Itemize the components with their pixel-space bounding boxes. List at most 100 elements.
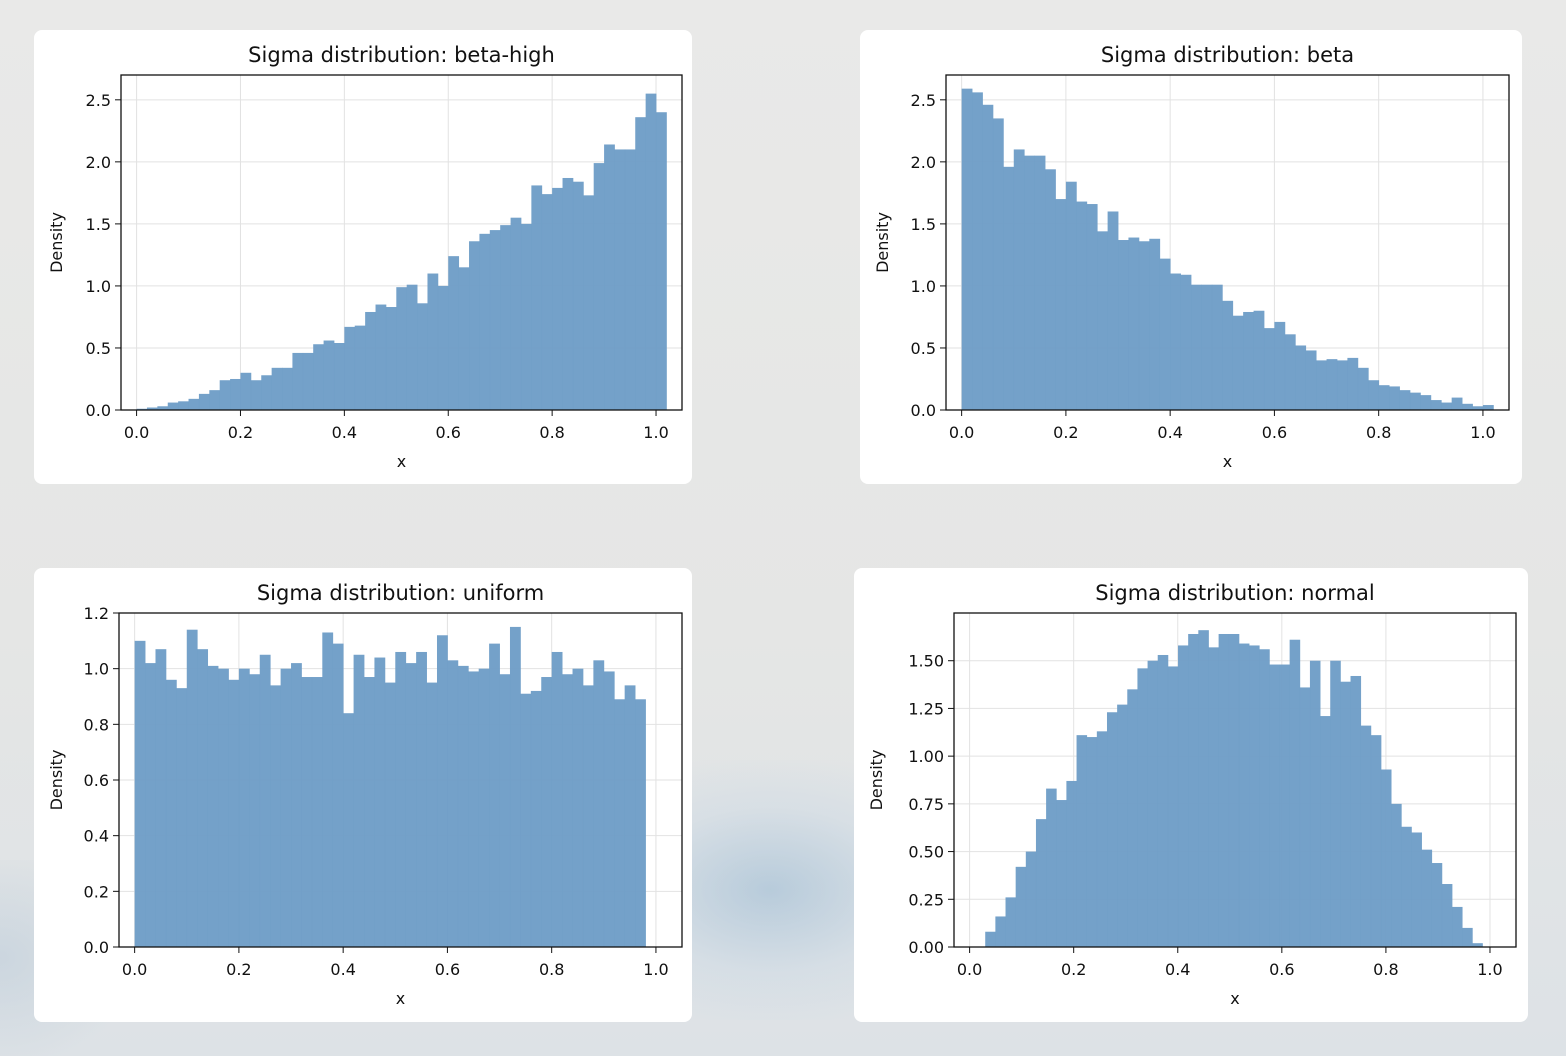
y-axis-label: Density <box>47 750 66 811</box>
chart-card-normal: 0.0 0.2 0.4 0.6 0.8 1.0 0.00 0.25 0.50 0.75 1.00 1.… <box>854 568 1528 1022</box>
y-tick-label: 0.4 <box>84 827 109 846</box>
histogram-bar <box>1309 660 1321 947</box>
histogram-bar <box>280 668 292 947</box>
plot-frame <box>945 74 1510 411</box>
histogram-bar <box>593 660 605 947</box>
histogram-bar <box>531 185 543 410</box>
histogram-bar <box>458 267 470 410</box>
histogram-bar <box>1305 350 1317 410</box>
y-tick-label: 0.0 <box>84 938 109 957</box>
histogram-bar <box>1003 166 1015 410</box>
histogram-bar <box>1370 735 1382 947</box>
histogram-bar <box>489 643 500 947</box>
histogram-bar <box>1170 273 1181 410</box>
chart-uniform: 0.0 0.2 0.4 0.6 0.8 1.0 0.0 0.2 0.4 0.6 0.8 1.0 1.2 S… <box>47 581 683 1008</box>
histogram-bar <box>624 149 636 410</box>
x-tick-label: 0.4 <box>332 423 357 442</box>
histogram-bars <box>961 88 1494 411</box>
x-tick-label: 0.4 <box>330 960 355 979</box>
histogram-bar <box>1336 360 1348 410</box>
histogram-bar <box>1208 647 1220 947</box>
histogram-bar <box>1243 311 1254 410</box>
histogram-bar <box>146 407 158 410</box>
histogram-bar <box>520 223 532 410</box>
histogram-bar <box>155 649 167 947</box>
x-tick-label: 1.0 <box>643 960 668 979</box>
x-tick-label: 0.2 <box>226 960 251 979</box>
histogram-bar <box>384 682 396 947</box>
histogram-bar <box>972 92 983 411</box>
histogram-bar <box>406 284 418 410</box>
histogram-bar <box>207 665 219 947</box>
histogram-bar <box>1316 360 1327 410</box>
histogram-bar <box>1330 660 1341 947</box>
y-tick-label: 0.50 <box>908 843 944 862</box>
histogram-bar <box>1253 310 1265 410</box>
y-tick-label: 0.0 <box>86 401 111 420</box>
histogram-bar <box>1269 664 1280 947</box>
histogram-bar <box>1259 649 1270 947</box>
histogram-bar <box>1472 943 1483 947</box>
histogram-bar <box>249 674 261 947</box>
histogram-bar <box>271 367 283 410</box>
x-tick-label: 0.6 <box>436 423 461 442</box>
histogram-bar <box>250 380 262 410</box>
plot-frame <box>120 74 683 411</box>
histogram-bar <box>992 118 1004 410</box>
chart-card-uniform: 0.0 0.2 0.4 0.6 0.8 1.0 0.0 0.2 0.4 0.6 0.8 1.0 1.2 S… <box>34 568 692 1022</box>
y-tick-label: 0.25 <box>908 890 944 909</box>
y-tick-label: 0.6 <box>84 771 109 790</box>
histogram-bar <box>1118 240 1129 410</box>
histogram-bar <box>1295 345 1307 410</box>
chart-card-beta-high: 0.0 0.2 0.4 0.6 0.8 1.0 0.0 0.5 1.0 1.5 2.0 2.5 Sigm… <box>34 30 692 484</box>
histogram-bar <box>259 654 271 947</box>
histogram-bar <box>1106 712 1118 947</box>
histogram-bar <box>500 225 511 410</box>
x-tick-label: 0.0 <box>124 423 149 442</box>
y-tick-label: 2.5 <box>86 91 111 110</box>
histogram-bar <box>572 181 584 410</box>
histogram-bar <box>1431 863 1443 947</box>
histogram-bar <box>1232 315 1244 410</box>
histogram-bar <box>385 307 397 410</box>
histogram-bar <box>1046 788 1057 947</box>
plot-frame <box>953 612 1517 948</box>
histogram-bar <box>186 629 198 947</box>
histogram-bar <box>1482 405 1494 410</box>
histogram-bar <box>1380 769 1392 947</box>
histogram-bar <box>982 104 994 411</box>
histogram-bar <box>322 632 334 947</box>
histogram-bar <box>323 340 335 410</box>
histogram-bar <box>1357 367 1369 410</box>
histogram-bar <box>1065 181 1077 410</box>
x-tick-label: 0.6 <box>1262 423 1287 442</box>
histogram-bar <box>1263 328 1275 410</box>
histogram-bar <box>645 93 657 410</box>
histogram-bar <box>1117 704 1128 947</box>
histogram-bar <box>333 343 345 410</box>
histogram-bar <box>1015 866 1027 947</box>
histogram-bars <box>136 93 667 411</box>
histogram-bar <box>1462 403 1473 410</box>
y-tick-label: 1.0 <box>84 660 109 679</box>
x-tick-label: 0.4 <box>1157 423 1182 442</box>
histogram-bar <box>291 663 302 947</box>
histogram-bar <box>396 287 408 410</box>
histogram-bar <box>416 651 427 947</box>
histogram-bar <box>176 688 188 947</box>
y-tick-label: 0.75 <box>908 795 944 814</box>
histogram-bar <box>1284 334 1296 410</box>
histogram-bar <box>1086 737 1098 947</box>
histogram-bar <box>178 401 189 410</box>
histogram-bar <box>261 375 273 410</box>
histogram-bar <box>593 163 605 410</box>
x-axis-label: x <box>397 452 406 471</box>
histogram-bar <box>1076 201 1088 410</box>
histogram-bar <box>656 112 667 410</box>
histogram-bar <box>292 352 304 410</box>
histogram-bar <box>510 217 522 410</box>
histogram-bar <box>1076 735 1088 947</box>
histogram-bar <box>374 657 386 947</box>
histogram-bar <box>1086 204 1098 410</box>
histogram-bar <box>1024 155 1036 410</box>
